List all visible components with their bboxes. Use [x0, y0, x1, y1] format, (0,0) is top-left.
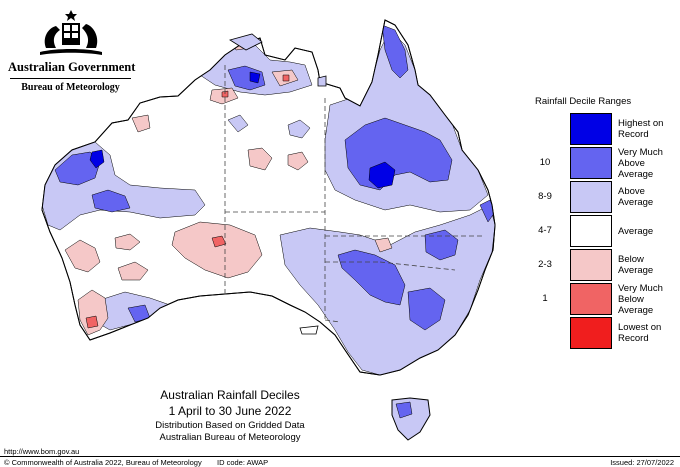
legend-swatch — [570, 113, 612, 145]
legend-range: 8-9 — [538, 191, 552, 202]
very-much-below-average-area — [85, 315, 99, 329]
below-average-area — [77, 289, 109, 336]
below-average-area — [171, 221, 263, 279]
tasmania-very-much-above-area — [395, 401, 413, 419]
legend-label: Below Average — [618, 254, 654, 276]
legend-item: 8-9 Above Average — [528, 181, 668, 213]
above-average-area — [227, 114, 249, 133]
very-much-below-average-area — [211, 235, 227, 248]
coat-of-arms-icon — [39, 10, 102, 55]
very-much-below-average-area — [282, 74, 290, 82]
groote-eylandt — [317, 75, 327, 87]
logo-divider — [10, 78, 131, 79]
issued-date: Issued: 27/07/2022 — [610, 458, 674, 467]
map-title-block: Australian Rainfall Deciles 1 April to 3… — [130, 388, 330, 444]
highest-on-record-area — [89, 149, 105, 169]
government-logo: Australian Government Bureau of Meteorol… — [8, 8, 136, 93]
above-average-area — [324, 29, 489, 213]
very-much-above-average-area — [91, 189, 131, 213]
legend-item: 2-3 Below Average — [528, 249, 668, 281]
very-much-above-average-area — [407, 287, 446, 331]
map-source: Australian Bureau of Meteorology — [159, 432, 301, 443]
very-much-above-average-area — [424, 229, 459, 261]
state-borders — [224, 65, 485, 323]
legend-label: Above Average — [618, 186, 654, 208]
legend-range — [528, 317, 562, 349]
legend-swatch — [570, 147, 612, 179]
above-average-area — [287, 119, 311, 139]
copyright-text: © Commonwealth of Australia 2022, Bureau… — [4, 458, 202, 467]
footer-divider — [0, 456, 680, 457]
legend-range: 2-3 — [538, 259, 552, 270]
very-much-above-average-area — [227, 65, 266, 91]
melville-island — [229, 33, 263, 51]
bureau-name: Bureau of Meteorology — [21, 82, 120, 93]
legend-item: Lowest on Record — [528, 317, 668, 349]
id-code: ID code: AWAP — [217, 458, 269, 467]
legend-range — [528, 113, 562, 145]
website-link[interactable]: http://www.bom.gov.au — [4, 447, 80, 456]
highest-on-record-area — [368, 161, 396, 189]
below-average-area — [117, 261, 149, 281]
legend-label: Very Much Above Average — [618, 146, 663, 180]
legend-range: 10 — [539, 157, 551, 168]
very-much-above-average-area — [337, 249, 406, 306]
legend-label: Very Much Below Average — [618, 282, 663, 316]
kangaroo-island — [299, 325, 319, 335]
below-average-area — [374, 237, 393, 253]
legend-label: Highest on Record — [618, 118, 664, 140]
map-period: 1 April to 30 June 2022 — [168, 404, 292, 418]
below-average-area — [287, 151, 309, 171]
below-average-area — [114, 233, 141, 251]
very-much-above-average-area — [381, 24, 409, 79]
below-average-area — [247, 147, 273, 171]
government-name: Australian Government — [8, 60, 136, 74]
map-subtitle: Distribution Based on Gridded Data — [155, 420, 305, 431]
legend-item: 10 Very Much Above Average — [528, 147, 668, 180]
below-average-area — [64, 239, 101, 273]
legend-swatch — [570, 317, 612, 349]
legend-swatch — [570, 249, 612, 281]
below-average-area — [131, 114, 151, 133]
very-much-above-average-area — [54, 151, 101, 186]
highest-on-record-area — [249, 71, 261, 84]
legend-swatch — [570, 283, 612, 315]
legend-range: 1 — [542, 293, 548, 304]
legend-range: 4-7 — [538, 225, 552, 236]
map-title: Australian Rainfall Deciles — [160, 388, 300, 402]
legend-swatch — [570, 215, 612, 247]
legend-label: Lowest on Record — [618, 322, 662, 344]
legend-title: Rainfall Decile Ranges — [535, 96, 632, 107]
legend-label: Average — [618, 225, 654, 237]
legend-swatch — [570, 181, 612, 213]
very-much-above-average-area — [479, 199, 495, 223]
legend-item: 1 Very Much Below Average — [528, 283, 668, 316]
legend-item: Highest on Record — [528, 113, 668, 145]
legend-item: 4-7 Average — [528, 215, 668, 247]
